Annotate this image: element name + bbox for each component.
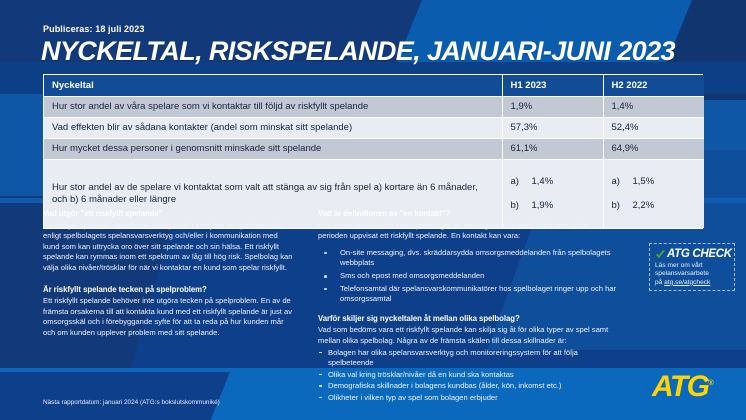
row-value-h1: 61,1% bbox=[502, 138, 604, 160]
section-title-riskfyllt-spelande: Vad utgör "ett riskfyllt spelande" bbox=[43, 209, 163, 218]
col-header-h2-2022: H2 2022 bbox=[603, 75, 704, 97]
list-item: On-site messaging, dvs. skräddarsydda om… bbox=[318, 248, 618, 269]
atg-check-line2: spelansvarsarbete bbox=[655, 270, 709, 278]
section-body-kontakt: Här avses den kontakt som spelbolaget av… bbox=[318, 220, 591, 241]
row-value-h2: 64,9% bbox=[603, 138, 704, 160]
table-row: Hur stor andel av våra spelare som vi ko… bbox=[44, 96, 704, 118]
list-item: Demografiska skillnader i bolagens kundb… bbox=[318, 381, 618, 392]
row-value-h2-a: 1,5% bbox=[632, 176, 655, 187]
bg-band-bottom-left bbox=[0, 372, 230, 420]
section-body-skillnader: Vad som bedöms vara ett riskfyllt spelan… bbox=[318, 325, 609, 345]
row-value-h1-b-key: b) bbox=[510, 200, 519, 211]
row-value-h2-a-key: a) bbox=[611, 176, 620, 187]
row-value-h2: 52,4% bbox=[603, 117, 704, 139]
atg-logo-text: ATG bbox=[652, 370, 710, 403]
list-item: Telefonsamtal där spelansvarskommunikatö… bbox=[318, 284, 618, 305]
section-title-kontakt: Vad är definitionen av "en kontakt"? bbox=[318, 209, 451, 218]
list-item: Sms och epost med omsorgsmeddelanden bbox=[318, 271, 618, 282]
check-mark-icon bbox=[655, 249, 666, 258]
col-header-nyckeltal: Nyckeltal bbox=[44, 75, 503, 97]
row-value-h1: a) 1,4% b) 1,9% bbox=[502, 159, 604, 228]
row-value-h1: 57,3% bbox=[502, 117, 604, 139]
atg-check-link[interactable]: atg.se/atgcheck bbox=[664, 278, 711, 286]
row-value-h2-b: 2,2% bbox=[632, 200, 655, 211]
section-body-riskfyllt-spelande: Ett riskfyllt spelande identifieras fort… bbox=[43, 220, 293, 272]
table-row: Vad effekten blir av sådana kontakter (a… bbox=[44, 117, 704, 139]
row-value-h2: a) 1,5% b) 2,2% bbox=[603, 159, 704, 228]
section-title-spelproblem: Är riskfyllt spelande tecken på spelprob… bbox=[43, 284, 207, 294]
row-label: Hur stor andel av våra spelare som vi ko… bbox=[44, 96, 503, 118]
row-label: Hur mycket dessa personer i genomsnitt m… bbox=[44, 138, 503, 160]
row-value-h2: 1,4% bbox=[603, 96, 704, 118]
row-value-h1: 1,9% bbox=[502, 96, 604, 118]
list-item: Olika val kring trösklar/nivåer då en ku… bbox=[318, 370, 618, 381]
list-item: Olikheter i vilken typ av spel som bolag… bbox=[318, 393, 618, 404]
row-value-h1-a: 1,4% bbox=[531, 176, 554, 187]
kpi-table: Nyckeltal H1 2023 H2 2022 Hur stor andel… bbox=[44, 75, 704, 228]
next-report-date: Nästa rapportdatum: januari 2024 (ATG:s … bbox=[43, 399, 220, 406]
atg-logo-mark: ® bbox=[708, 380, 714, 387]
middle-text-column: Vad är definitionen av "en kontakt"? Här… bbox=[318, 209, 618, 405]
row-label: Hur stor andel av de spelare vi kontakta… bbox=[44, 159, 503, 228]
section-title-skillnader: Varför skiljer sig nyckeltalen åt mellan… bbox=[318, 313, 520, 323]
row-value-h2-b-key: b) bbox=[611, 200, 620, 211]
atg-check-title-row: ATG CHECK bbox=[655, 248, 732, 260]
atg-logo: ATG® bbox=[652, 369, 713, 402]
atg-check-line1: Läs mer om vårt bbox=[655, 262, 703, 269]
page-title: NYCKELTAL, RISKSPELANDE, JANUARI-JUNI 20… bbox=[41, 36, 676, 66]
row-value-h1-b: 1,9% bbox=[531, 200, 554, 211]
section-body-spelproblem: Ett riskfyllt spelande behöver inte utgö… bbox=[43, 296, 293, 337]
published-date: Publiceras: 18 juli 2023 bbox=[43, 24, 145, 34]
atg-check-subtext: Läs mer om vårt spelansvarsarbete på atg… bbox=[655, 262, 730, 287]
atg-check-badge[interactable]: ATG CHECK Läs mer om vårt spelansvarsarb… bbox=[649, 243, 735, 291]
table-row: Hur mycket dessa personer i genomsnitt m… bbox=[44, 138, 704, 160]
atg-check-link-prefix: på bbox=[655, 278, 665, 286]
atg-check-title: ATG CHECK bbox=[667, 248, 732, 260]
kontakt-bullet-list: On-site messaging, dvs. skräddarsydda om… bbox=[318, 248, 618, 305]
row-value-h1-a-key: a) bbox=[510, 176, 519, 187]
skillnader-bullet-list: Bolagen har olika spelansvarsverktyg och… bbox=[318, 348, 618, 404]
col-header-h1-2023: H1 2023 bbox=[502, 75, 604, 97]
kpi-table-container: Nyckeltal H1 2023 H2 2022 Hur stor andel… bbox=[43, 74, 704, 229]
atg-check-line3: på atg.se/atgcheck bbox=[655, 279, 730, 287]
list-item: Bolagen har olika spelansvarsverktyg och… bbox=[318, 348, 618, 369]
left-text-column: Vad utgör "ett riskfyllt spelande" Ett r… bbox=[43, 209, 293, 350]
row-label: Vad effekten blir av sådana kontakter (a… bbox=[44, 117, 503, 139]
table-row: Hur stor andel av de spelare vi kontakta… bbox=[44, 159, 704, 228]
table-header-row: Nyckeltal H1 2023 H2 2022 bbox=[44, 75, 704, 97]
